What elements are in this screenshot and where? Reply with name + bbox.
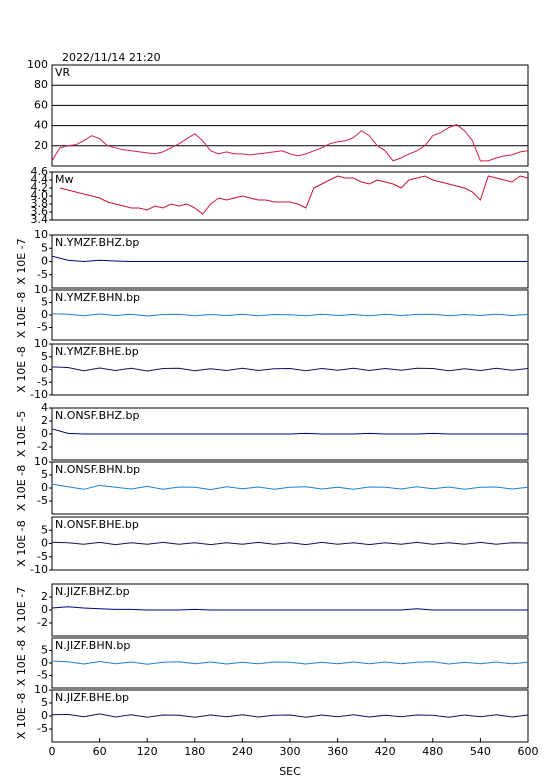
y-tick-label: 10 (34, 455, 48, 468)
y-tick-label: 0 (41, 709, 48, 722)
y-tick-label: 10 (34, 228, 48, 241)
y-tick-label: 3.4 (31, 213, 49, 226)
panel-label: N.ONSF.BHE.bp (55, 518, 139, 531)
y-tick-label: 0 (41, 427, 48, 440)
y-tick-label: 80 (34, 78, 48, 91)
trace (51, 366, 529, 372)
x-tick-label: 180 (184, 745, 205, 758)
y-tick-label: -5 (37, 669, 48, 682)
y-tick-label: 5 (41, 468, 48, 481)
y-tick-label: -5 (37, 268, 48, 281)
y-tick-label: 0 (41, 481, 48, 494)
y-tick-label: -2 (37, 616, 48, 629)
y-unit-label: X 10E -7 (15, 587, 28, 633)
panel-frame (51, 461, 529, 515)
y-unit-label: X 10E -8 (15, 346, 28, 392)
y-tick-label: 0 (41, 603, 48, 616)
y-tick-label: 5 (41, 523, 48, 536)
panel-label: N.JIZF.BHN.bp (55, 639, 130, 652)
trace (51, 428, 528, 435)
x-tick-label: 60 (93, 745, 107, 758)
y-unit-label: X 10E -8 (15, 520, 28, 566)
panel-label: VR (55, 66, 71, 79)
panel-label: N.JIZF.BHE.bp (55, 691, 129, 704)
y-unit-label: X 10E -8 (15, 465, 28, 511)
y-tick-label: 2 (41, 590, 48, 603)
panel-label: N.YMZF.BHZ.bp (55, 236, 139, 249)
y-tick-label: 4.4 (31, 173, 49, 186)
y-unit-label: X 10E -8 (15, 693, 28, 739)
x-tick-label: 240 (232, 745, 253, 758)
y-tick-label: 0 (41, 537, 48, 550)
y-tick-label: 5 (41, 296, 48, 309)
y-tick-label: -5 (37, 722, 48, 735)
y-tick-label: -5 (37, 321, 48, 334)
x-tick-label: 600 (518, 745, 539, 758)
x-tick-label: 120 (137, 745, 158, 758)
panel-frame (51, 343, 529, 396)
y-tick-label: 3.8 (31, 197, 49, 210)
x-tick-label: 0 (49, 745, 56, 758)
y-tick-label: 5 (41, 241, 48, 254)
trace (51, 313, 529, 317)
y-tick-label: -5 (37, 494, 48, 507)
y-tick-label: 4.0 (31, 189, 49, 202)
y-unit-label: X 10E -8 (15, 292, 28, 338)
y-tick-label: -10 (30, 388, 48, 401)
x-tick-label: 300 (280, 745, 301, 758)
y-tick-label: 3.6 (31, 205, 49, 218)
y-tick-label: 0 (41, 363, 48, 376)
y-tick-label: 40 (34, 119, 48, 132)
y-tick-label: 5 (41, 644, 48, 657)
y-tick-label: 5 (41, 350, 48, 363)
trace (59, 175, 529, 215)
trace (51, 606, 528, 611)
y-unit-label: X 10E -7 (15, 238, 28, 284)
y-tick-label: 100 (27, 58, 48, 71)
trace (51, 541, 529, 546)
panel-label: N.JIZF.BHZ.bp (55, 585, 130, 598)
trace (51, 483, 529, 491)
trace (51, 660, 529, 665)
y-tick-label: 4.2 (31, 181, 49, 194)
y-tick-label: 4 (41, 401, 48, 414)
panel-label: N.ONSF.BHZ.bp (55, 409, 139, 422)
y-tick-label: -5 (37, 550, 48, 563)
y-tick-label: -5 (37, 375, 48, 388)
x-tick-label: 480 (422, 745, 443, 758)
y-unit-label: X 10E -8 (15, 640, 28, 686)
x-axis-label: SEC (279, 765, 301, 778)
y-unit-label: X 10E -5 (15, 411, 28, 457)
x-tick-label: 360 (327, 745, 348, 758)
y-tick-label: 5 (41, 696, 48, 709)
panel-frame (51, 64, 529, 167)
panel-label: N.YMZF.BHE.bp (55, 345, 139, 358)
trace (51, 713, 529, 718)
trace (51, 124, 529, 162)
y-tick-label: 0 (41, 656, 48, 669)
trace (51, 255, 528, 263)
y-tick-label: 20 (34, 139, 48, 152)
y-tick-label: -10 (30, 563, 48, 576)
y-tick-label: 0 (41, 255, 48, 268)
y-tick-label: 0 (41, 308, 48, 321)
y-tick-label: -2 (37, 440, 48, 453)
panel-label: N.YMZF.BHN.bp (55, 291, 140, 304)
panel-label: N.ONSF.BHN.bp (55, 463, 140, 476)
x-tick-label: 540 (470, 745, 491, 758)
panel-frame (51, 516, 529, 571)
x-tick-label: 420 (375, 745, 396, 758)
y-tick-label: 60 (34, 98, 48, 111)
panel-frame (51, 637, 529, 689)
y-tick-label: 10 (34, 283, 48, 296)
chart-title: 2022/11/14 21:20 (62, 51, 161, 64)
y-tick-label: 10 (34, 683, 48, 696)
y-tick-label: 10 (34, 337, 48, 350)
panel-label: Mw (55, 173, 74, 186)
y-tick-label: 2 (41, 414, 48, 427)
y-tick-label: 4.6 (31, 165, 49, 178)
panel-frame (51, 171, 529, 221)
